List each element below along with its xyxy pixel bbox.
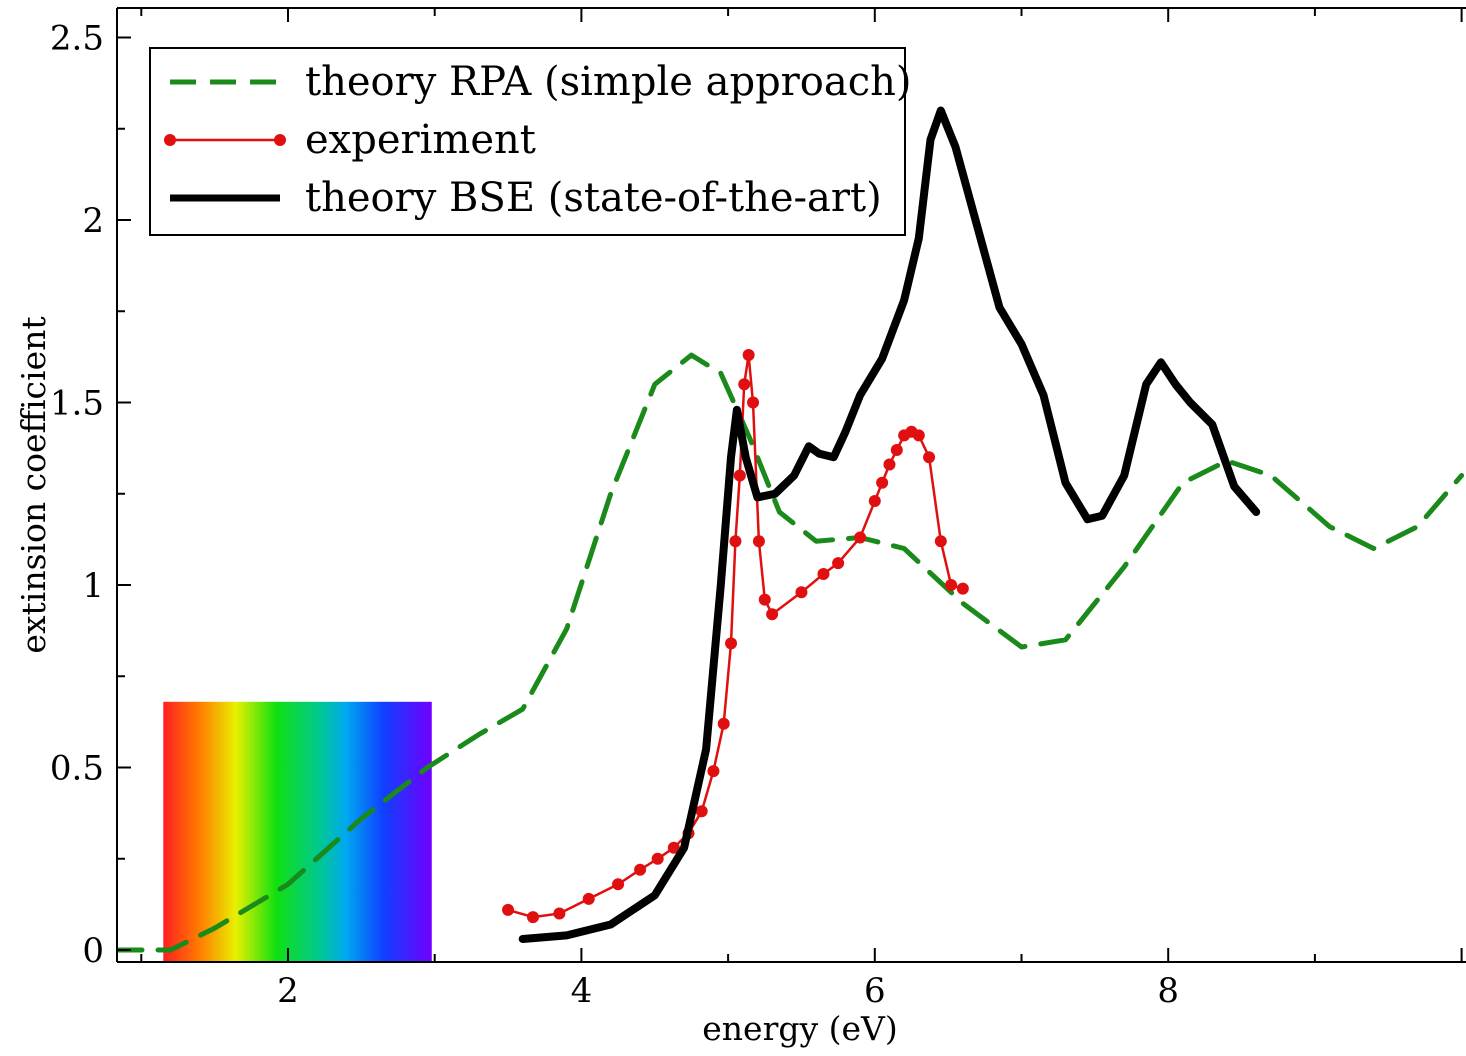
data-point-experiment [868, 495, 881, 508]
data-point-experiment [912, 429, 925, 442]
data-point-experiment [854, 531, 867, 544]
y-tick-label: 0.5 [50, 749, 104, 789]
legend-marker-experiment-left [164, 134, 176, 146]
data-point-experiment [582, 892, 595, 905]
data-point-experiment [883, 458, 896, 471]
data-point-experiment [945, 579, 958, 591]
data-point-experiment [747, 396, 760, 409]
legend-label-rpa: theory RPA (simple approach) [305, 59, 912, 105]
legend-label-experiment: experiment [305, 117, 536, 163]
data-point-experiment [934, 535, 947, 548]
data-point-experiment [634, 863, 647, 876]
x-tick-label: 2 [277, 971, 299, 1011]
legend: theory RPA (simple approach) experiment … [149, 47, 912, 236]
legend-marker-experiment-right [274, 134, 286, 146]
data-point-experiment [752, 535, 765, 548]
x-tick-label: 8 [1157, 971, 1179, 1011]
series-line-2 [518, 106, 1261, 943]
y-axis-label: extinsion coefficient [14, 316, 53, 653]
x-tick-label: 4 [571, 971, 593, 1011]
y-tick-label: 0 [82, 931, 104, 971]
data-point-experiment [502, 903, 515, 916]
y-tick-label: 2 [82, 201, 104, 241]
data-point-experiment [612, 878, 625, 891]
visible-spectrum-band [163, 701, 432, 962]
data-point-experiment [923, 451, 936, 464]
data-point-experiment [890, 443, 903, 456]
data-point-experiment [695, 805, 708, 818]
data-point-experiment [956, 582, 969, 595]
y-tick-label: 2.5 [50, 19, 104, 59]
data-point-experiment [717, 717, 730, 730]
data-point-experiment [553, 907, 566, 920]
data-point-experiment [876, 476, 889, 489]
data-point-experiment [733, 469, 746, 482]
data-point-experiment [758, 593, 771, 606]
data-point-experiment [667, 841, 680, 854]
legend-label-bse: theory BSE (state-of-the-art) [305, 175, 882, 221]
data-point-experiment [817, 568, 830, 581]
data-point-experiment [526, 911, 539, 924]
series-line-0 [117, 352, 1465, 953]
x-tick-label: 6 [864, 971, 886, 1011]
data-point-experiment [725, 637, 738, 650]
data-point-experiment [742, 349, 755, 362]
y-tick-label: 1 [82, 566, 104, 606]
y-tick-label: 1.5 [50, 384, 104, 424]
data-point-experiment [707, 765, 720, 778]
x-axis-label: energy (eV) [702, 1009, 897, 1048]
data-point-experiment [729, 535, 742, 548]
data-point-experiment [795, 586, 808, 599]
data-point-experiment [766, 608, 779, 621]
data-point-experiment [832, 557, 845, 570]
data-point-experiment [738, 378, 751, 391]
data-point-experiment [651, 852, 664, 865]
